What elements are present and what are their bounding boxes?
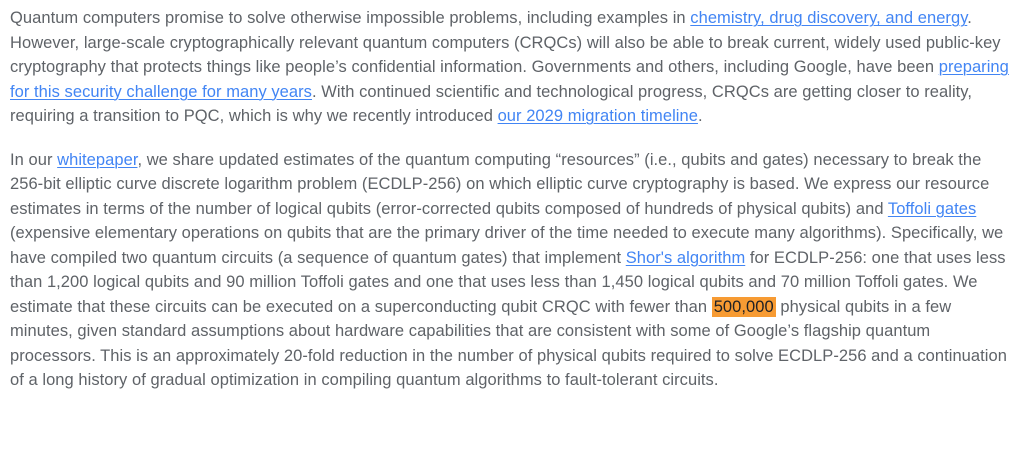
- body-text: (expensive elementary operations on qubi…: [10, 224, 1004, 267]
- link-chemistry-drug-discovery-and-energy[interactable]: chemistry, drug discovery, and energy: [690, 9, 968, 27]
- body-text: physical qubits in a few minutes, given …: [10, 297, 1007, 390]
- body-text: .: [697, 107, 703, 125]
- link-preparing-for-this-security-challenge[interactable]: preparing for this security challenge fo…: [10, 58, 1009, 101]
- body-text: . However, large-scale cryptographically…: [10, 9, 1001, 76]
- link-our-2029-migration-timeline[interactable]: our 2029 migration timeline: [497, 107, 698, 125]
- paragraph: In our whitepaper, we share updated esti…: [10, 148, 1012, 393]
- body-text: . With continued scientific and technolo…: [10, 82, 972, 126]
- link-shors-algorithm[interactable]: Shor's algorithm: [625, 248, 746, 267]
- link-toffoli-gates[interactable]: Toffoli gates: [887, 199, 977, 218]
- link-whitepaper[interactable]: whitepaper: [57, 150, 138, 169]
- find-highlight-500000: 500,000: [711, 296, 776, 317]
- body-text: for ECDLP-256: one that uses less than 1…: [10, 248, 1006, 316]
- paragraph: Quantum computers promise to solve other…: [10, 6, 1012, 129]
- article-text: Quantum computers promise to solve other…: [10, 6, 1012, 393]
- article-body: Quantum computers promise to solve other…: [10, 6, 1012, 393]
- body-text: Quantum computers promise to solve other…: [10, 9, 691, 27]
- body-text: In our: [10, 150, 58, 169]
- body-text: , we share updated estimates of the quan…: [10, 150, 990, 218]
